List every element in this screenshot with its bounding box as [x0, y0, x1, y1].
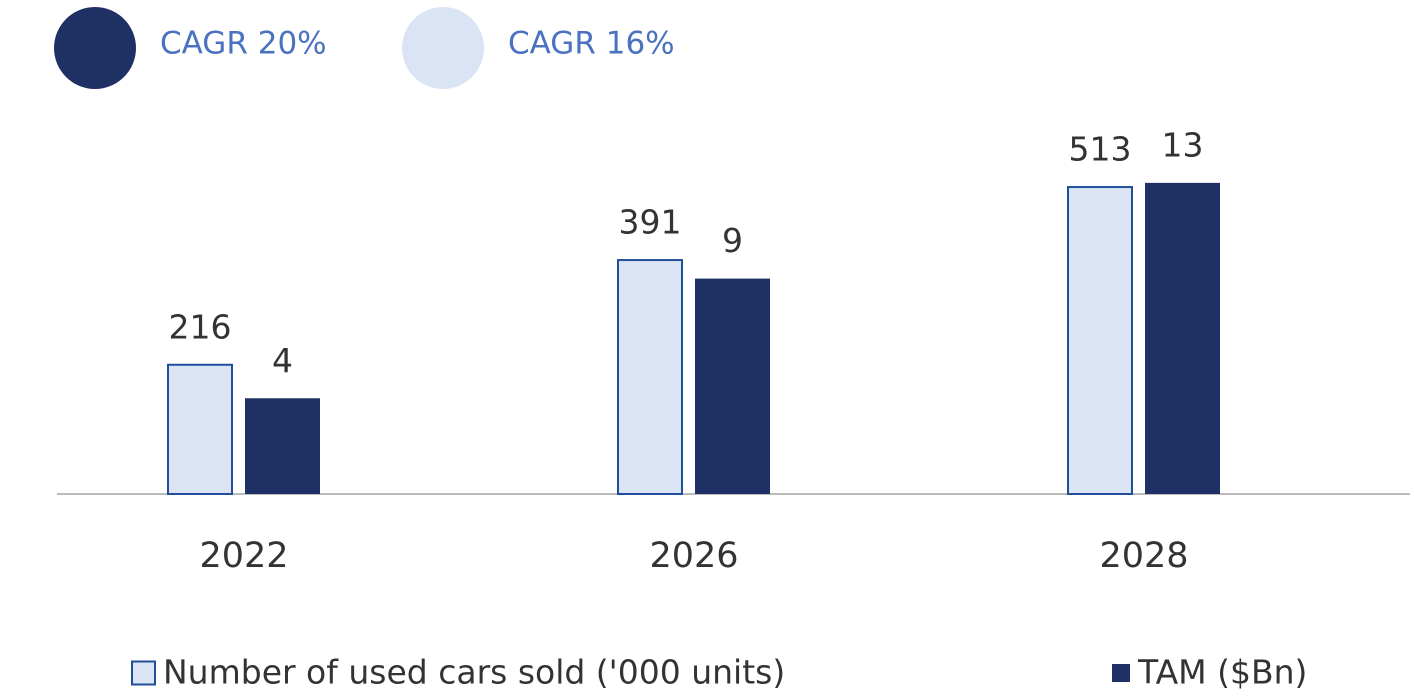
value-label: 216: [169, 307, 232, 346]
value-label: 391: [619, 203, 682, 242]
bar: [167, 363, 233, 496]
bar: [245, 398, 320, 494]
legend-label: Number of used cars sold ('000 units): [163, 653, 785, 692]
value-label: 13: [1162, 125, 1204, 164]
legend-swatch: [1112, 664, 1130, 682]
bar: [1145, 182, 1220, 494]
x-tick-label: 2028: [1099, 536, 1188, 576]
value-label: 9: [722, 221, 743, 260]
legend-swatch: [131, 660, 156, 686]
bar: [617, 259, 683, 495]
value-label: 4: [272, 341, 293, 380]
x-tick-label: 2026: [649, 536, 738, 576]
annotation-marker: [402, 7, 484, 89]
legend-label: TAM ($Bn): [1137, 653, 1307, 692]
annotation-marker: [54, 7, 136, 89]
annotation: CAGR 20%: [160, 26, 327, 62]
bar: [1067, 186, 1133, 495]
annotation: CAGR 16%: [508, 26, 675, 62]
x-tick-label: 2022: [199, 536, 288, 576]
bar: [695, 278, 770, 494]
value-label: 513: [1069, 130, 1132, 169]
